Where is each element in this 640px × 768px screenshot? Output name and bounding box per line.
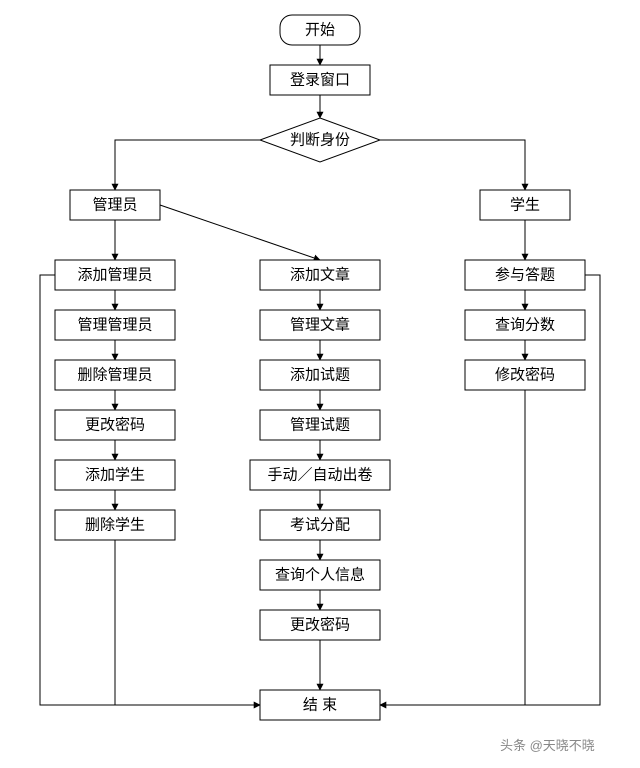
node-label: 学生 xyxy=(510,197,540,214)
node-a6: 删除学生 xyxy=(55,510,175,540)
node-s3: 修改密码 xyxy=(465,360,585,390)
node-end: 结 束 xyxy=(260,690,380,720)
node-label: 管理文章 xyxy=(290,316,350,334)
node-label: 更改密码 xyxy=(85,417,145,434)
node-label: 登录窗口 xyxy=(290,71,350,89)
node-label: 删除学生 xyxy=(85,517,145,534)
node-label: 修改密码 xyxy=(495,367,555,384)
node-label: 管理管理员 xyxy=(77,317,152,334)
node-s2: 查询分数 xyxy=(465,310,585,340)
node-label: 考试分配 xyxy=(290,517,350,534)
node-label: 开始 xyxy=(305,22,335,39)
node-label: 判断身份 xyxy=(290,132,350,149)
node-b4: 管理试题 xyxy=(260,410,380,440)
node-label: 参与答题 xyxy=(495,267,555,284)
node-a2: 管理管理员 xyxy=(55,310,175,340)
node-judge: 判断身份 xyxy=(260,118,380,162)
node-label: 管理员 xyxy=(92,197,137,214)
edge xyxy=(115,140,260,190)
edge xyxy=(160,205,320,260)
node-b7: 查询个人信息 xyxy=(260,560,380,590)
node-b2: 管理文章 xyxy=(260,310,380,340)
node-b1: 添加文章 xyxy=(260,260,380,290)
node-label: 添加试题 xyxy=(290,367,350,384)
watermark: 头条 @天晓不晓 xyxy=(500,738,595,753)
edge xyxy=(380,390,525,705)
node-student: 学生 xyxy=(480,190,570,220)
node-s1: 参与答题 xyxy=(465,260,585,290)
node-label: 查询分数 xyxy=(495,317,555,334)
edge xyxy=(380,140,525,190)
node-b3: 添加试题 xyxy=(260,360,380,390)
node-b5: 手动／自动出卷 xyxy=(250,460,390,490)
node-a1: 添加管理员 xyxy=(55,260,175,290)
node-a4: 更改密码 xyxy=(55,410,175,440)
node-a5: 添加学生 xyxy=(55,460,175,490)
node-label: 手动／自动出卷 xyxy=(267,467,372,484)
node-start: 开始 xyxy=(280,15,360,45)
node-label: 添加管理员 xyxy=(77,267,152,284)
node-label: 添加文章 xyxy=(290,266,350,284)
edge xyxy=(115,540,260,705)
node-b6: 考试分配 xyxy=(260,510,380,540)
node-admin: 管理员 xyxy=(70,190,160,220)
flowchart-canvas: 开始登录窗口判断身份管理员学生添加管理员管理管理员删除管理员更改密码添加学生删除… xyxy=(0,0,640,768)
node-label: 查询个人信息 xyxy=(275,567,365,584)
node-label: 结 束 xyxy=(303,697,337,714)
node-b8: 更改密码 xyxy=(260,610,380,640)
node-a3: 删除管理员 xyxy=(55,360,175,390)
node-login: 登录窗口 xyxy=(270,65,370,95)
node-label: 删除管理员 xyxy=(77,367,152,384)
node-label: 更改密码 xyxy=(290,617,350,634)
node-label: 管理试题 xyxy=(290,417,350,434)
node-label: 添加学生 xyxy=(85,467,145,484)
